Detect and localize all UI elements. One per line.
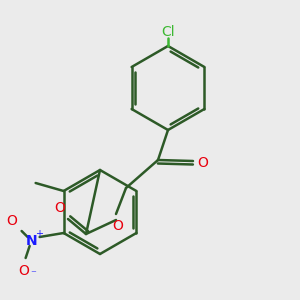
Text: O: O — [18, 264, 29, 278]
Text: O: O — [112, 219, 123, 233]
Text: O: O — [55, 201, 65, 215]
Text: O: O — [198, 156, 208, 170]
Text: Cl: Cl — [161, 25, 175, 39]
Text: O: O — [6, 214, 17, 228]
Text: +: + — [34, 229, 43, 239]
Text: ⁻: ⁻ — [31, 269, 37, 279]
Text: N: N — [26, 234, 38, 248]
